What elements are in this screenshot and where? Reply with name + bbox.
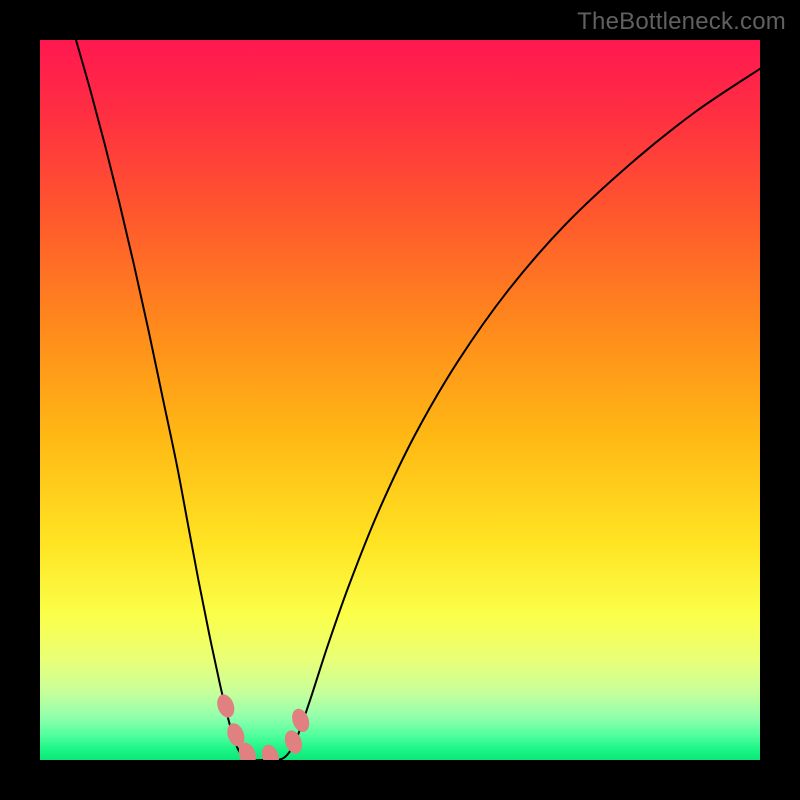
curve-marker: [259, 742, 282, 760]
bottleneck-curve: [76, 40, 760, 760]
marker-group: [214, 692, 312, 760]
curve-marker: [289, 706, 312, 734]
plot-area: [40, 40, 760, 760]
watermark-text: TheBottleneck.com: [577, 8, 786, 36]
curve-marker: [214, 692, 237, 720]
curve-marker: [282, 728, 305, 756]
chart-svg: [40, 40, 760, 760]
